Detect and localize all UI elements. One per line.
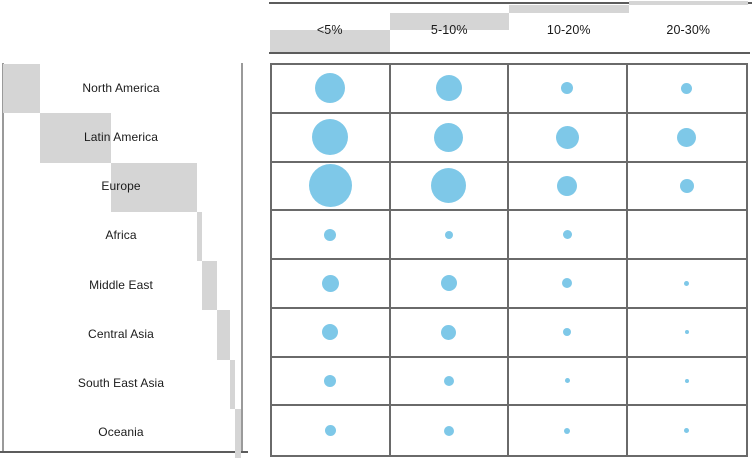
- row-marginal-bar: [230, 359, 235, 409]
- grid-cell: [272, 357, 391, 407]
- bubble: [562, 278, 573, 289]
- bubble: [322, 324, 339, 341]
- grid-cell: [509, 113, 628, 163]
- bubble: [564, 427, 571, 434]
- grid-cell: [390, 162, 509, 212]
- row-label: North America: [82, 80, 160, 95]
- bubble: [684, 280, 690, 286]
- grid-cell: [272, 162, 391, 212]
- column-header-label: <5%: [316, 23, 343, 37]
- grid-cell: [391, 406, 509, 455]
- bubble: [324, 374, 337, 387]
- bubble: [679, 178, 694, 193]
- row-marginal-bar: [234, 408, 241, 458]
- bubble: [435, 75, 462, 102]
- bubble: [684, 330, 689, 335]
- grid-cell: [272, 308, 391, 358]
- grid-cell: [390, 65, 509, 114]
- bubble: [441, 324, 457, 340]
- grid-cell: [627, 358, 746, 407]
- bubble: [434, 122, 464, 152]
- grid-cell: [509, 308, 628, 358]
- grid-cell: [272, 211, 391, 260]
- bubble: [324, 425, 336, 437]
- row-marginal-bar: [197, 211, 202, 261]
- bubble: [443, 425, 454, 436]
- grid-cell: [390, 113, 509, 163]
- grid-cell: [627, 114, 746, 163]
- bubble: [321, 274, 339, 292]
- bubble: [684, 428, 690, 434]
- row-marginal-bar: [202, 261, 217, 311]
- grid-cell: [272, 260, 391, 309]
- row-label: South East Asia: [77, 376, 165, 391]
- grid-cell: [390, 308, 509, 358]
- grid-cell: [509, 211, 628, 260]
- row-label: Middle East: [89, 277, 153, 292]
- grid-cell: [390, 211, 509, 260]
- row-label: Oceania: [98, 425, 144, 440]
- row-label: Africa: [105, 228, 137, 243]
- bubble: [443, 375, 454, 386]
- grid-cell: [509, 406, 628, 455]
- row-label: Europe: [101, 179, 141, 194]
- row-marginal-bar: [217, 310, 230, 360]
- bubble-grid: [270, 63, 748, 457]
- column-marginal-bar: [628, 1, 748, 5]
- grid-cell: [390, 357, 509, 407]
- row-marginal-bar: [40, 113, 111, 163]
- grid-cell: [509, 162, 628, 212]
- grid-cell: [627, 211, 746, 260]
- bubble: [555, 125, 579, 149]
- bubble: [557, 175, 578, 196]
- bubble: [431, 168, 467, 204]
- row-label: Latin America: [83, 129, 158, 144]
- row-marginal-bar: [3, 64, 40, 114]
- grid-cell: [272, 65, 391, 114]
- bubble: [315, 73, 346, 104]
- bubble: [563, 328, 572, 337]
- bubble: [561, 82, 574, 95]
- bubble: [308, 164, 352, 208]
- left-axis-line: [2, 63, 4, 452]
- bubble: [677, 127, 697, 147]
- grid-cell: [627, 309, 746, 358]
- column-header-label: 20-30%: [666, 23, 711, 37]
- column-headers: <5% 5-10% 10-20% 20-30%: [270, 21, 748, 39]
- grid-cell: [627, 163, 746, 212]
- grid-cell: [627, 260, 746, 309]
- header-bottom-line: [269, 51, 750, 54]
- bubble: [440, 275, 457, 292]
- row-marginal-bar: [111, 162, 197, 212]
- bubble: [444, 230, 453, 239]
- grid-cell: [509, 65, 628, 114]
- grid-cell: [509, 260, 628, 309]
- column-header-label: 10-20%: [546, 23, 591, 37]
- bubble: [684, 378, 689, 383]
- column-marginal-bar: [509, 4, 629, 13]
- grid-cell: [272, 113, 391, 163]
- grid-cell: [390, 260, 509, 309]
- grid-cell: [272, 406, 391, 455]
- column-marginal-bar: [270, 29, 390, 52]
- bubble: [681, 82, 693, 94]
- header-top-line: [269, 1, 752, 4]
- row-label: Central Asia: [88, 326, 154, 341]
- row-labels: North America Latin America Europe Africa Mi…: [0, 63, 242, 457]
- column-marginal-bar: [389, 12, 509, 30]
- row-axis-line: [240, 63, 243, 452]
- bubble: [312, 119, 349, 156]
- bubble: [564, 378, 570, 384]
- bubble: [562, 230, 572, 240]
- grid-cell: [509, 357, 628, 407]
- left-bottom-axis-line: [0, 450, 248, 453]
- grid-cell: [627, 65, 746, 114]
- grid-cell: [628, 406, 747, 455]
- bubble: [324, 228, 337, 241]
- column-header-label: 5-10%: [430, 23, 468, 37]
